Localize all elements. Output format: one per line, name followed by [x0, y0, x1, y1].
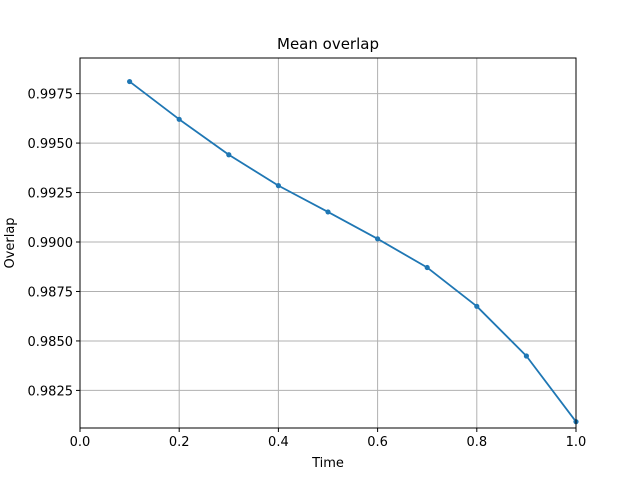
y-tick-label: 0.9850	[28, 335, 74, 350]
x-tick-label: 0.0	[70, 435, 91, 450]
data-point	[275, 183, 281, 189]
data-point	[226, 152, 232, 158]
y-tick-label: 0.9825	[28, 384, 74, 399]
y-tick-label: 0.9925	[28, 187, 74, 202]
x-tick-label: 0.2	[169, 435, 190, 450]
x-tick-label: 0.4	[268, 435, 289, 450]
x-axis-label: Time	[311, 456, 344, 471]
series-line	[129, 80, 577, 423]
x-tick-label: 0.8	[466, 435, 487, 450]
plot-frame	[79, 57, 577, 429]
axis-ticks: 0.0 0.2 0.4 0.6 0.8 1.0 0.9825 0.9850 0.9875 0.99…	[28, 88, 587, 450]
data-point	[424, 264, 430, 271]
data-point	[375, 236, 381, 242]
chart-title: Mean overlap	[277, 35, 379, 53]
y-tick-label: 0.9875	[28, 285, 74, 300]
y-tick-label: 0.9975	[28, 88, 74, 103]
plot-area	[127, 78, 579, 425]
x-tick-label: 0.6	[367, 435, 388, 450]
data-point	[325, 209, 331, 215]
x-tick-label: 1.0	[566, 435, 587, 450]
y-tick-label: 0.9900	[28, 236, 74, 251]
data-point	[523, 353, 530, 359]
y-axis-label: Overlap	[3, 217, 18, 268]
data-point	[474, 303, 480, 309]
data-point	[127, 78, 133, 85]
y-tick-label: 0.9950	[28, 137, 74, 152]
data-point	[176, 116, 182, 122]
